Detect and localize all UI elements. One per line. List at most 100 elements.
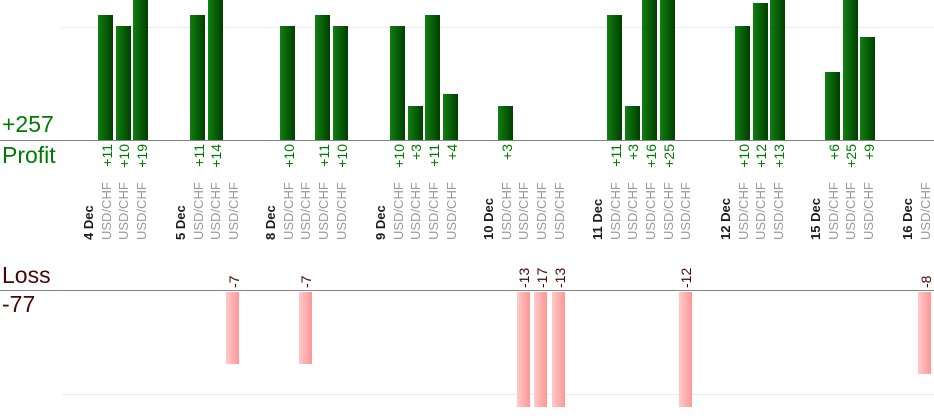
symbol-label: USD/CHF bbox=[516, 182, 532, 240]
profit-value-label: +13 bbox=[770, 144, 787, 168]
symbol-label: USD/CHF bbox=[917, 182, 933, 240]
symbol-label: USD/CHF bbox=[408, 182, 424, 240]
symbol-label: USD/CHF bbox=[825, 182, 841, 240]
symbol-label: USD/CHF bbox=[333, 182, 349, 240]
profit-value-label: +16 bbox=[642, 144, 659, 168]
profit-bar bbox=[407, 105, 423, 140]
profit-value-label: +11 bbox=[315, 144, 332, 167]
profit-value-label: +10 bbox=[735, 144, 752, 168]
symbol-label: USD/CHF bbox=[660, 182, 676, 240]
symbol-label: USD/CHF bbox=[390, 182, 406, 240]
symbol-label: USD/CHF bbox=[133, 182, 149, 240]
symbol-label: USD/CHF bbox=[208, 182, 224, 240]
profit-bar bbox=[443, 94, 458, 140]
loss-gridline-minus10 bbox=[62, 394, 934, 395]
profit-bar bbox=[115, 26, 131, 140]
profit-bar bbox=[207, 0, 223, 140]
profit-bar bbox=[752, 3, 768, 140]
profit-value-label: +12 bbox=[753, 144, 770, 168]
loss-value-label: -13 bbox=[516, 267, 533, 288]
profit-value-label: +14 bbox=[208, 144, 225, 168]
loss-bar bbox=[298, 292, 312, 365]
loss-total: -77 bbox=[2, 291, 36, 317]
loss-value-label: -17 bbox=[533, 267, 550, 288]
profit-gridline-plus10 bbox=[62, 27, 934, 28]
symbol-label: USD/CHF bbox=[98, 182, 114, 240]
profit-value-label: +11 bbox=[98, 144, 115, 167]
date-label: 4 Dec bbox=[80, 205, 96, 240]
symbol-label: USD/CHF bbox=[225, 182, 241, 240]
profit-axis-label: Profit bbox=[2, 142, 56, 168]
loss-value-label: -13 bbox=[551, 267, 568, 288]
profit-bar bbox=[425, 14, 441, 140]
profit-bar bbox=[770, 0, 786, 140]
loss-value-label: -12 bbox=[678, 267, 695, 288]
profit-value-label: +11 bbox=[425, 144, 442, 167]
profit-bar bbox=[333, 26, 348, 140]
profit-value-label: +10 bbox=[280, 144, 297, 168]
loss-bar bbox=[552, 292, 565, 407]
loss-bar bbox=[918, 292, 931, 375]
profit-value-label: +25 bbox=[843, 144, 860, 168]
symbol-label: USD/CHF bbox=[607, 182, 623, 240]
symbol-label: USD/CHF bbox=[735, 182, 751, 240]
profit-value-label: +11 bbox=[607, 144, 624, 167]
profit-axis-line bbox=[0, 140, 934, 141]
profit-bar bbox=[642, 0, 658, 140]
profit-bar bbox=[190, 14, 205, 140]
loss-value-label: -8 bbox=[917, 275, 934, 288]
date-label: 9 Dec bbox=[372, 205, 388, 240]
profit-bar bbox=[825, 71, 840, 140]
profit-bar bbox=[98, 14, 113, 140]
loss-bar bbox=[534, 292, 548, 407]
loss-bar bbox=[516, 292, 530, 407]
date-label: 16 Dec bbox=[899, 198, 915, 240]
symbol-label: USD/CHF bbox=[770, 182, 786, 240]
profit-bar bbox=[498, 105, 513, 140]
profit-bar bbox=[624, 105, 640, 140]
symbol-label: USD/CHF bbox=[843, 182, 859, 240]
profit-total: +257 bbox=[2, 111, 54, 137]
loss-value-label: -7 bbox=[225, 275, 242, 288]
loss-bar bbox=[226, 292, 240, 365]
loss-axis-line bbox=[0, 290, 934, 291]
profit-bar bbox=[842, 0, 858, 140]
profit-value-label: +6 bbox=[825, 144, 842, 160]
date-label: 12 Dec bbox=[717, 198, 733, 240]
symbol-label: USD/CHF bbox=[753, 182, 769, 240]
symbol-label: USD/CHF bbox=[315, 182, 331, 240]
symbol-label: USD/CHF bbox=[116, 182, 132, 240]
profit-bar bbox=[607, 14, 622, 140]
profit-value-label: +3 bbox=[498, 144, 515, 160]
profit-bar bbox=[390, 26, 405, 140]
date-label: 11 Dec bbox=[589, 198, 605, 240]
symbol-label: USD/CHF bbox=[498, 182, 514, 240]
date-label: 8 Dec bbox=[262, 205, 278, 240]
symbol-label: USD/CHF bbox=[533, 182, 549, 240]
date-label: 10 Dec bbox=[480, 198, 496, 240]
profit-bar bbox=[660, 0, 675, 140]
profit-value-label: +10 bbox=[390, 144, 407, 168]
symbol-label: USD/CHF bbox=[860, 182, 876, 240]
date-label: 5 Dec bbox=[172, 205, 188, 240]
symbol-label: USD/CHF bbox=[298, 182, 314, 240]
profit-value-label: +3 bbox=[408, 144, 425, 160]
profit-value-label: +4 bbox=[443, 144, 460, 160]
profit-bar bbox=[860, 37, 876, 140]
profit-bar bbox=[133, 0, 149, 140]
loss-axis-label: Loss bbox=[2, 262, 51, 288]
symbol-label: USD/CHF bbox=[425, 182, 441, 240]
symbol-label: USD/CHF bbox=[551, 182, 567, 240]
date-label: 15 Dec bbox=[807, 198, 823, 240]
profit-value-label: +19 bbox=[133, 144, 150, 168]
loss-bar bbox=[678, 292, 692, 407]
profit-bar bbox=[735, 26, 750, 140]
profit-bar bbox=[315, 14, 331, 140]
loss-value-label: -7 bbox=[298, 275, 315, 288]
symbol-label: USD/CHF bbox=[280, 182, 296, 240]
profit-value-label: +3 bbox=[625, 144, 642, 160]
profit-value-label: +10 bbox=[333, 144, 350, 168]
symbol-label: USD/CHF bbox=[642, 182, 658, 240]
profit-value-label: +11 bbox=[190, 144, 207, 167]
